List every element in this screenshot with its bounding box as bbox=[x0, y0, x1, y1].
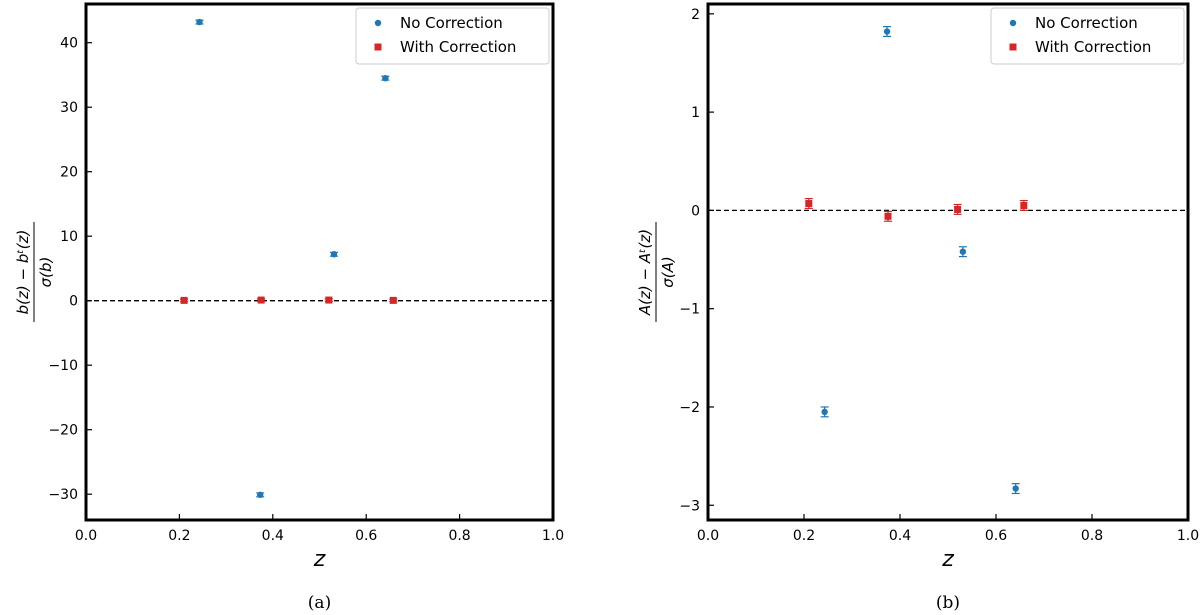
marker-circle bbox=[196, 18, 203, 26]
x-tick-label: 0.6 bbox=[355, 528, 377, 544]
y-tick-label: 2 bbox=[691, 7, 700, 23]
x-tick-label: 1.0 bbox=[1177, 528, 1199, 544]
y-tick-label: 10 bbox=[60, 229, 78, 245]
marker-square bbox=[1020, 201, 1028, 209]
legend-box bbox=[355, 7, 550, 65]
data-point-square bbox=[389, 296, 398, 304]
legend-box bbox=[990, 7, 1185, 65]
x-tick-label: 0.8 bbox=[1081, 528, 1103, 544]
y-axis-title-numerator: b(z) − bᵗ(z) bbox=[14, 230, 32, 315]
data-point-square bbox=[257, 296, 266, 304]
legend: No Correction With Correction bbox=[355, 7, 550, 65]
data-point-circle bbox=[958, 246, 967, 258]
y-tick-label: −20 bbox=[48, 423, 78, 439]
marker-circle bbox=[821, 408, 828, 416]
marker-circle bbox=[382, 74, 389, 82]
y-tick-label: 40 bbox=[60, 36, 78, 52]
x-tick-label: 0.2 bbox=[793, 528, 815, 544]
y-axis-title-numerator: A(z) − Aᵗ(z) bbox=[636, 229, 654, 316]
panel-caption: (b) bbox=[936, 593, 960, 613]
data-point-circle bbox=[381, 74, 390, 82]
legend-label: With Correction bbox=[1035, 38, 1151, 56]
y-tick-label: −1 bbox=[679, 302, 700, 318]
x-tick-label: 0.4 bbox=[889, 528, 911, 544]
marker-square bbox=[805, 200, 813, 208]
data-point-square bbox=[180, 296, 189, 304]
data-point-circle bbox=[256, 491, 265, 499]
y-axis-title: A(z) − Aᵗ(z) σ(A) bbox=[636, 222, 677, 322]
y-tick-label: 20 bbox=[60, 165, 78, 181]
legend-marker-square bbox=[374, 43, 382, 51]
data-point-circle bbox=[195, 18, 204, 26]
panel-caption: (a) bbox=[308, 593, 331, 613]
chart-panel-a: 0.0 0.2 0.4 0.6 0.8 1.0 40 30 20 10 0 −10 −20 −30 No C… bbox=[14, 2, 564, 613]
marker-square bbox=[257, 296, 265, 304]
y-tick-label: −10 bbox=[48, 358, 78, 374]
legend-marker-circle bbox=[374, 19, 382, 27]
legend-label: No Correction bbox=[1035, 14, 1138, 32]
plot-frame bbox=[706, 2, 1190, 522]
marker-square bbox=[884, 212, 892, 220]
data-point-circle bbox=[1011, 483, 1020, 495]
y-axis-title: b(z) − bᵗ(z) σ(b) bbox=[14, 222, 55, 322]
data-point-circle bbox=[883, 26, 892, 38]
x-tick-label: 1.0 bbox=[542, 528, 564, 544]
legend-marker-square bbox=[1009, 43, 1017, 51]
marker-square bbox=[180, 296, 188, 304]
data-point-circle bbox=[820, 406, 829, 418]
marker-circle bbox=[256, 491, 264, 499]
x-axis-title: z bbox=[313, 547, 326, 572]
plot-frame bbox=[84, 2, 555, 522]
data-point-square bbox=[324, 296, 333, 304]
y-tick-label: −2 bbox=[679, 400, 700, 416]
data-point-circle bbox=[329, 251, 338, 258]
marker-square bbox=[325, 296, 333, 304]
y-axis-title-denominator: σ(b) bbox=[37, 257, 55, 288]
y-tick-label: −30 bbox=[48, 487, 78, 503]
data-point-square bbox=[1019, 199, 1028, 211]
marker-square bbox=[954, 205, 962, 213]
y-tick-label: 0 bbox=[69, 294, 78, 310]
x-tick-label: 0.6 bbox=[985, 528, 1007, 544]
chart-panel-b: 0.0 0.2 0.4 0.6 0.8 1.0 2 1 0 −1 −2 −3 No Correction… bbox=[636, 2, 1199, 613]
y-tick-label: 30 bbox=[60, 100, 78, 116]
x-tick-label: 0.8 bbox=[448, 528, 470, 544]
legend-marker-circle bbox=[1009, 19, 1017, 27]
legend-label: No Correction bbox=[400, 14, 503, 32]
marker-circle bbox=[1012, 485, 1019, 492]
x-tick-label: 0.0 bbox=[697, 528, 719, 544]
x-axis-title: z bbox=[941, 547, 954, 572]
legend: No Correction With Correction bbox=[990, 7, 1185, 65]
x-tick-label: 0.2 bbox=[168, 528, 190, 544]
marker-square bbox=[389, 296, 397, 304]
y-axis-title-denominator: σ(A) bbox=[659, 256, 677, 287]
y-tick-label: −3 bbox=[679, 498, 700, 514]
x-tick-label: 0.4 bbox=[262, 528, 284, 544]
legend-label: With Correction bbox=[400, 38, 516, 56]
data-point-square bbox=[884, 210, 892, 222]
y-tick-label: 0 bbox=[691, 203, 700, 219]
marker-circle bbox=[959, 248, 967, 255]
data-point-square bbox=[953, 203, 962, 215]
data-point-square bbox=[804, 198, 813, 210]
x-tick-label: 0.0 bbox=[75, 528, 97, 544]
y-tick-label: 1 bbox=[691, 105, 700, 121]
marker-circle bbox=[883, 28, 891, 35]
marker-circle bbox=[330, 251, 338, 258]
